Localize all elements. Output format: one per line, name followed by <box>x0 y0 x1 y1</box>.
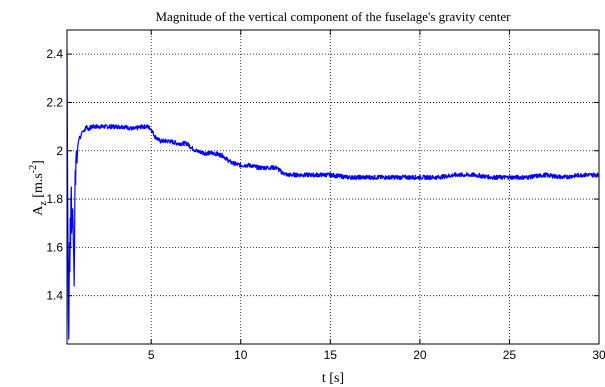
x-tick-label: 5 <box>148 348 155 362</box>
x-tick-label: 30 <box>592 348 605 362</box>
tick-group: 5 10 15 20 25 30 1.4 1.6 1.8 2 2.2 2.4 <box>46 30 605 362</box>
chart-title: Magnitude of the vertical component of t… <box>155 9 511 24</box>
y-axis-label-sub: z <box>38 201 49 206</box>
x-tick-label: 20 <box>413 348 427 362</box>
y-axis-label-main: A <box>31 205 46 216</box>
series-line <box>66 49 600 340</box>
y-tick-label: 2 <box>56 144 63 158</box>
y-axis-label-sup: -2 <box>28 165 39 173</box>
x-tick-label: 15 <box>324 348 338 362</box>
y-tick-label: 1.6 <box>46 240 63 254</box>
y-tick-label: 1.8 <box>46 192 63 206</box>
y-tick-label: 2.4 <box>46 47 63 61</box>
y-tick-label: 1.4 <box>46 289 63 303</box>
x-tick-label: 10 <box>234 348 248 362</box>
plot-frame <box>66 29 600 345</box>
x-axis-label: t [s] <box>322 371 344 386</box>
y-axis-label: Az [m.s-2] <box>28 160 49 216</box>
y-tick-label: 2.2 <box>46 95 63 109</box>
y-axis-label-close: ] <box>31 160 46 165</box>
x-tick-label: 25 <box>503 348 517 362</box>
series-group <box>66 49 600 340</box>
y-axis-label-unit: [m.s <box>31 173 46 201</box>
